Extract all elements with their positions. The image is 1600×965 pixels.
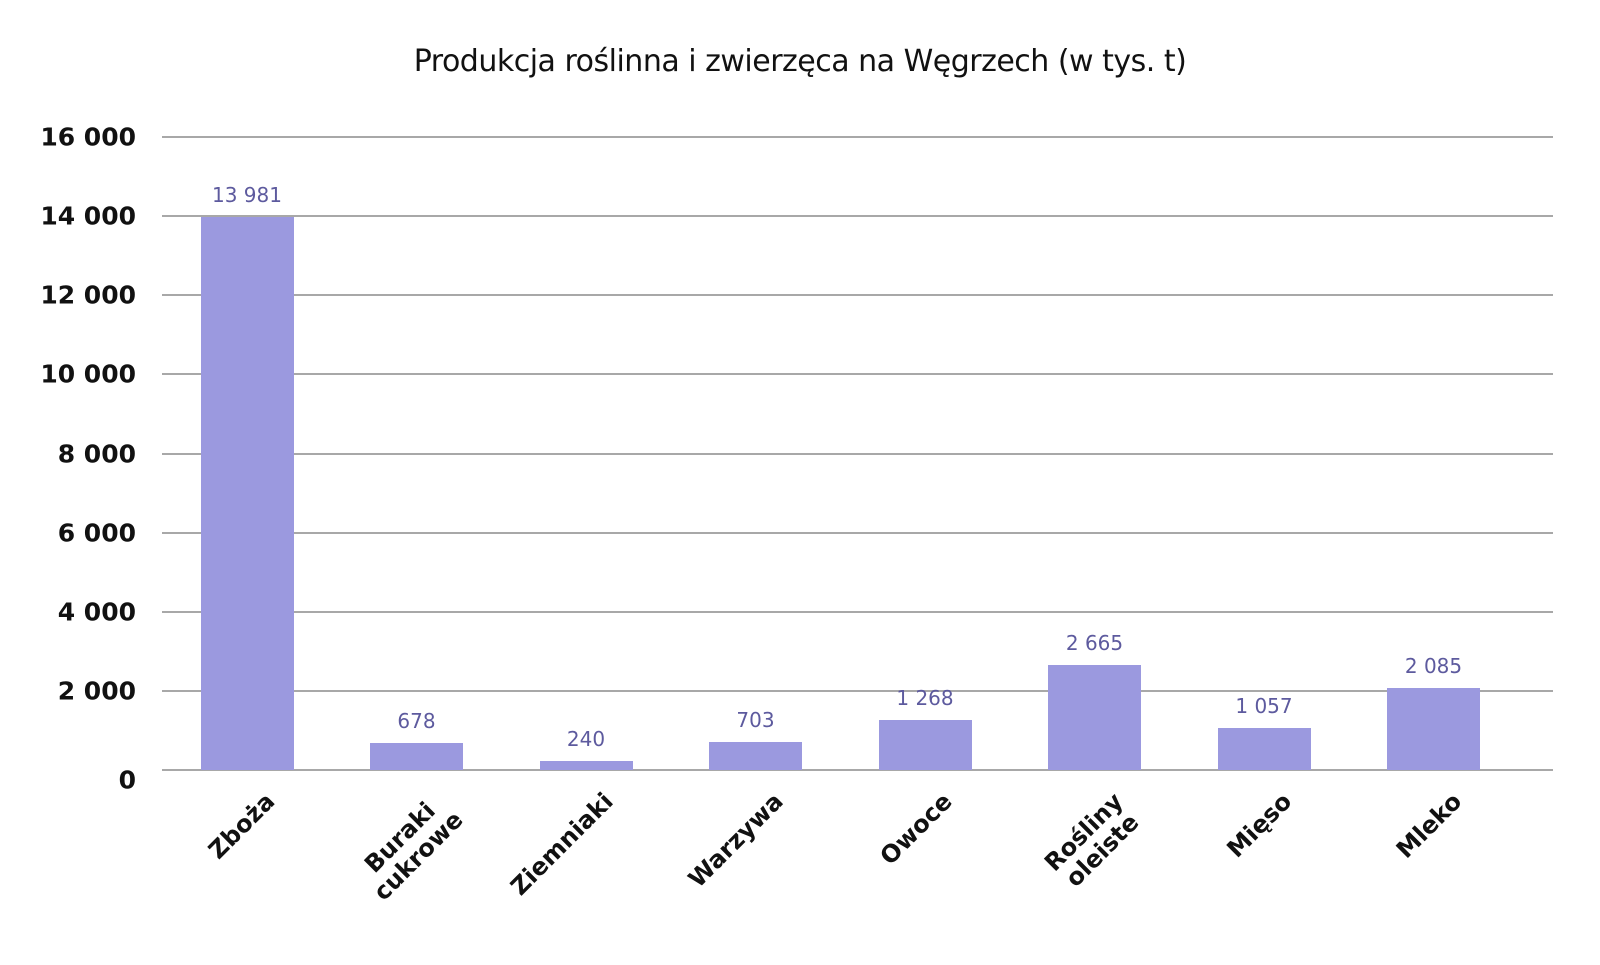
bar-3	[539, 760, 633, 770]
plot-area: 0 2 000 4 000 6 000 8 000 10 000 12 000 14 000 1…	[40, 123, 1553, 906]
gridline	[162, 610, 1553, 613]
value-label: 2 085	[1404, 653, 1463, 678]
bar-6	[1048, 664, 1141, 770]
y-tick-label: 0	[118, 765, 136, 795]
y-tick-label: 16 000	[40, 122, 136, 152]
value-label: 240	[566, 726, 606, 751]
x-tick-label: Warzywa	[682, 787, 789, 894]
x-tick-label: Buraki cukrowe	[358, 796, 469, 907]
chart-title: Produkcja roślinna i zwierzęca na Węgrze…	[413, 44, 1187, 79]
gridline	[162, 215, 1553, 218]
x-tick-label: Ziemniaki	[505, 787, 619, 901]
y-tick-label: 8 000	[57, 439, 136, 468]
bar-4	[709, 742, 802, 770]
value-label: 678	[397, 709, 436, 734]
gridline	[162, 769, 1553, 771]
y-tick-label: 12 000	[40, 280, 136, 310]
x-tick-label: Owoce	[874, 787, 958, 871]
y-tick-label: 14 000	[40, 201, 136, 231]
value-label: 703	[736, 708, 775, 733]
gridline	[162, 136, 1553, 138]
bar-5	[878, 719, 972, 770]
value-label: 1 268	[896, 685, 954, 710]
x-tick-label: Rośliny oleiste	[1038, 787, 1144, 893]
value-label: 13 981	[212, 182, 282, 207]
gridline	[162, 294, 1553, 297]
gridline	[162, 452, 1553, 455]
x-tick-label: Zboża	[203, 787, 281, 865]
gridline	[162, 531, 1553, 534]
bar-2	[370, 743, 463, 770]
x-tick-label: Mleko	[1390, 787, 1467, 864]
y-tick-label: 2 000	[57, 676, 136, 706]
y-tick-label: 6 000	[57, 518, 136, 548]
bar-8	[1387, 687, 1480, 770]
value-label: 1 057	[1235, 694, 1293, 719]
gridline	[162, 373, 1553, 376]
gridline	[162, 689, 1553, 692]
value-label: 2 665	[1065, 630, 1124, 655]
bar-7	[1217, 728, 1311, 770]
bar-1	[200, 216, 294, 770]
y-tick-label: 10 000	[40, 359, 136, 389]
x-tick-label: Mięso	[1221, 787, 1298, 864]
y-tick-label: 4 000	[57, 597, 136, 627]
